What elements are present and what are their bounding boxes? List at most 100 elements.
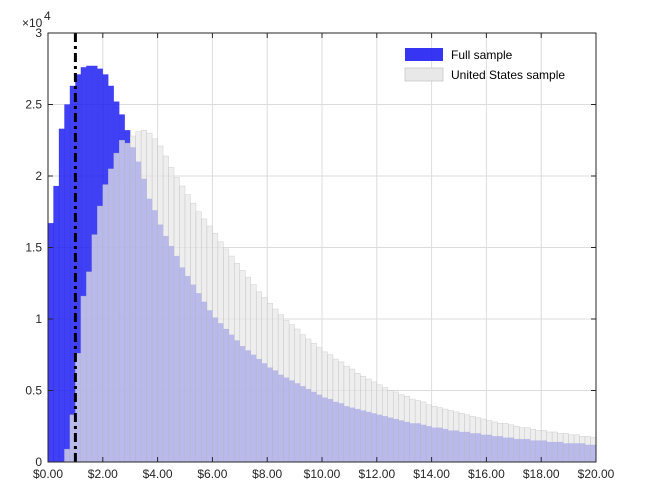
us-sample-bar: [486, 420, 493, 463]
us-sample-bar: [475, 417, 482, 463]
us-sample-bar: [508, 424, 515, 463]
us-sample-bar: [403, 395, 410, 463]
us-sample-bar: [255, 291, 262, 463]
us-sample-bar: [310, 343, 317, 463]
us-sample-bar: [327, 354, 334, 463]
x-tick-label: $6.00: [197, 467, 227, 481]
us-sample-bar: [447, 410, 454, 463]
x-tick-label: $12.00: [358, 467, 395, 481]
us-sample-bar: [305, 338, 312, 463]
us-sample-bar: [557, 433, 564, 463]
us-sample-bar: [343, 365, 350, 463]
full-sample-bar: [58, 128, 65, 463]
us-sample-bar: [321, 351, 328, 463]
us-sample-bar: [266, 303, 273, 463]
bars-layer: [47, 65, 597, 463]
us-sample-bar: [584, 436, 591, 463]
y-tick-label: 1.5: [25, 241, 42, 255]
us-sample-bar: [590, 437, 597, 463]
axes-layer: $0.00 $2.00 $4.00 $6.00 $8.00 $10.00 $12.00 $14…: [22, 9, 615, 481]
us-sample-bar: [497, 423, 504, 463]
us-sample-bar: [360, 375, 367, 463]
y-exponent-label: ×10: [22, 16, 43, 30]
x-tick-label: $18.00: [523, 467, 560, 481]
legend-swatch-us-sample: [404, 67, 444, 82]
us-sample-bar: [420, 401, 427, 463]
full-sample-bar: [53, 185, 60, 463]
us-sample-bar: [157, 145, 164, 463]
us-sample-bar: [146, 132, 153, 463]
us-sample-bar: [376, 384, 383, 463]
us-sample-bar: [162, 155, 169, 463]
us-sample-bar: [86, 271, 93, 463]
us-sample-bar: [519, 427, 526, 463]
us-sample-bar: [409, 398, 416, 463]
legend: Full sample United States sample: [404, 48, 565, 82]
y-exponent-power: 4: [44, 9, 51, 23]
us-sample-bar: [234, 262, 241, 463]
us-sample-bar: [190, 202, 197, 463]
us-sample-bar: [535, 430, 542, 463]
us-sample-bar: [179, 185, 186, 463]
y-tick-label: 2.5: [25, 98, 42, 112]
us-sample-bar: [223, 248, 230, 463]
us-sample-bar: [425, 404, 432, 463]
us-sample-bar: [458, 413, 465, 463]
us-sample-bar: [277, 314, 284, 463]
full-sample-bar: [47, 222, 54, 463]
x-tick-label: $16.00: [468, 467, 505, 481]
us-sample-bar: [272, 308, 279, 463]
us-sample-bar: [261, 297, 268, 463]
us-sample-bar: [491, 421, 498, 463]
us-sample-bar: [524, 427, 531, 463]
us-sample-bar: [316, 347, 323, 463]
us-sample-bar: [349, 368, 356, 463]
us-sample-bar: [480, 418, 487, 463]
us-sample-bar: [436, 407, 443, 463]
us-sample-bar: [140, 129, 147, 463]
us-sample-bar: [371, 381, 378, 463]
us-sample-bar: [184, 194, 191, 463]
us-sample-bar: [540, 430, 547, 463]
x-tick-label: $8.00: [252, 467, 282, 481]
us-sample-bar: [118, 140, 125, 463]
us-sample-bar: [80, 295, 87, 463]
us-sample-bar: [299, 334, 306, 463]
us-sample-bar: [551, 431, 558, 463]
us-sample-bar: [91, 234, 98, 463]
us-sample-bar: [97, 205, 104, 463]
us-sample-bar: [513, 426, 520, 463]
us-sample-bar: [102, 184, 109, 463]
legend-label-us-sample: United States sample: [451, 68, 565, 82]
us-sample-bar: [294, 328, 301, 463]
us-sample-bar: [469, 415, 476, 463]
us-sample-bar: [151, 138, 158, 463]
us-sample-bar: [135, 131, 142, 463]
x-tick-label: $4.00: [143, 467, 173, 481]
x-tick-label: $2.00: [88, 467, 118, 481]
us-sample-bar: [414, 400, 421, 463]
legend-swatch-full-sample: [405, 48, 443, 61]
us-sample-bar: [124, 142, 131, 463]
us-sample-bar: [579, 436, 586, 463]
legend-label-full-sample: Full sample: [451, 48, 513, 62]
y-tick-label: 3: [35, 26, 42, 40]
us-sample-bar: [562, 433, 569, 463]
us-sample-bar: [288, 324, 295, 463]
us-sample-bar: [502, 423, 509, 463]
us-sample-bar: [168, 167, 175, 463]
us-sample-bar: [398, 394, 405, 463]
us-sample-bar: [529, 428, 536, 463]
us-sample-bar: [173, 177, 180, 463]
us-sample-bar: [546, 431, 553, 463]
us-sample-bar: [129, 135, 136, 463]
us-sample-bar: [442, 408, 449, 463]
us-sample-bar: [365, 378, 372, 463]
us-sample-bar: [212, 232, 219, 463]
us-sample-bar: [392, 391, 399, 463]
y-tick-label: 0: [35, 455, 42, 469]
full-sample-bar: [64, 104, 71, 463]
us-sample-bar: [283, 320, 290, 463]
us-sample-bar: [387, 390, 394, 463]
us-sample-bar: [250, 284, 257, 463]
